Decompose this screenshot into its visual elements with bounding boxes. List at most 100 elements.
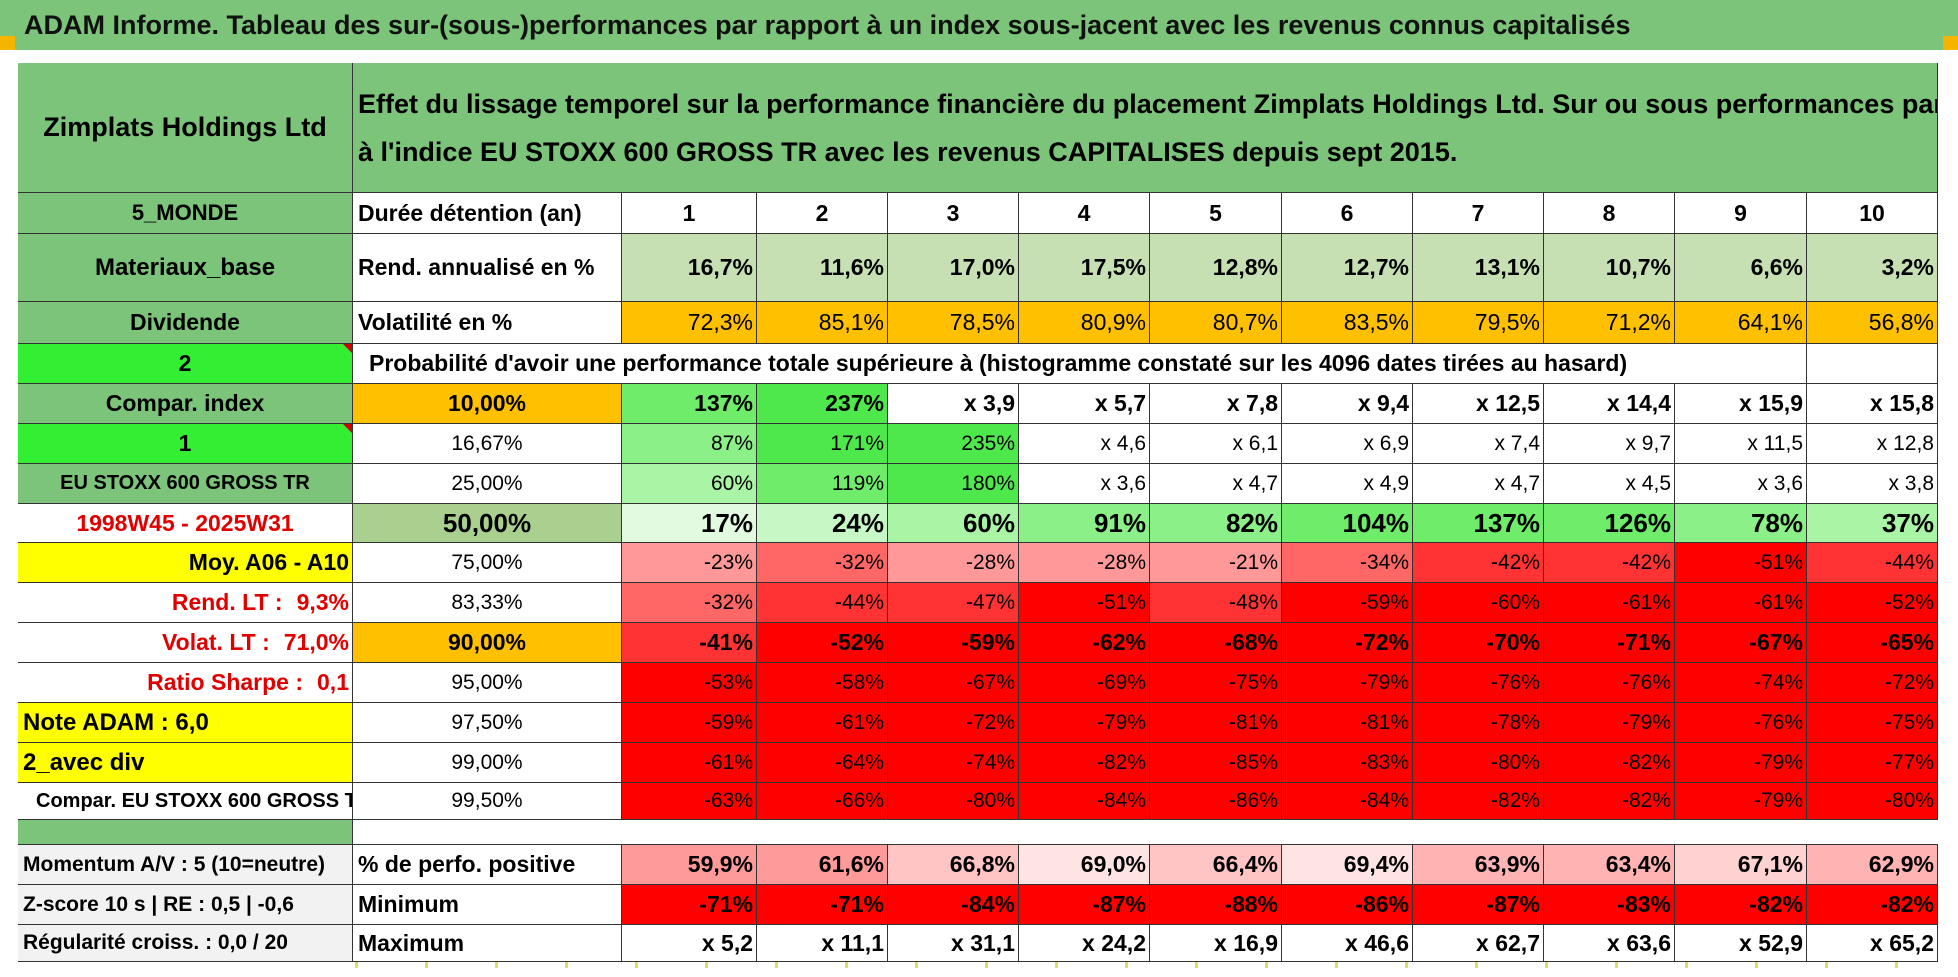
stat-value-cell: -71% <box>757 885 888 925</box>
probability-value: -32% <box>622 583 757 623</box>
stat-label: Minimum <box>353 885 622 925</box>
probability-value: -44% <box>1807 543 1938 583</box>
probability-value: -67% <box>1675 623 1807 663</box>
vol-label: Volatilité en % <box>353 302 622 344</box>
duration-header: 10 <box>1807 193 1938 234</box>
stat-value-cell: 66,4% <box>1150 845 1282 885</box>
stat-value-cell: 69,0% <box>1019 845 1150 885</box>
stat-indicator: Régularité croiss. : 0,0 / 20 <box>18 925 353 962</box>
rend-value: 11,6% <box>757 234 888 302</box>
quantile-cell: 99,00% <box>353 743 622 783</box>
description-line: Effet du lissage temporel sur la perform… <box>358 88 1938 119</box>
vol-value: 56,8% <box>1807 302 1938 344</box>
probability-value: x 15,8 <box>1807 384 1938 424</box>
stat-value-cell: -82% <box>1675 885 1807 925</box>
probability-value: 87% <box>622 424 757 464</box>
probability-value: x 11,5 <box>1675 424 1807 464</box>
stat-indicator: Momentum A/V : 5 (10=neutre) <box>18 845 353 885</box>
probability-value: -67% <box>888 663 1019 703</box>
rend-value: 17,5% <box>1019 234 1150 302</box>
probability-value: -82% <box>1019 743 1150 783</box>
probability-value: -21% <box>1150 543 1282 583</box>
probability-value: -72% <box>888 703 1019 743</box>
probability-value: -64% <box>757 743 888 783</box>
probability-value: 37% <box>1807 504 1938 543</box>
probability-value: -76% <box>1675 703 1807 743</box>
probability-title: Probabilité d'avoir une performance tota… <box>353 344 1807 384</box>
probability-value: -51% <box>1019 583 1150 623</box>
compar-index-value: 1 <box>18 424 353 464</box>
vol-value: 83,5% <box>1282 302 1413 344</box>
probability-value: -83% <box>1282 743 1413 783</box>
sector-label: Materiaux_base <box>18 234 353 302</box>
duration-header: 6 <box>1282 193 1413 234</box>
stat-value-cell: x 11,1 <box>757 925 888 962</box>
duration-header: 5 <box>1150 193 1282 234</box>
probability-value: -80% <box>1413 743 1544 783</box>
vol-value: 85,1% <box>757 302 888 344</box>
company-name: Zimplats Holdings Ltd <box>18 63 353 193</box>
probability-value: 119% <box>757 464 888 504</box>
probability-value: -74% <box>1675 663 1807 703</box>
probability-value: -28% <box>1019 543 1150 583</box>
probability-value: -69% <box>1019 663 1150 703</box>
stat-value-cell: x 24,2 <box>1019 925 1150 962</box>
probability-value: -82% <box>1413 783 1544 820</box>
stat-value-cell: -84% <box>888 885 1019 925</box>
stat-name: Volat. LT : <box>162 629 270 655</box>
stat-value-cell: 69,4% <box>1282 845 1413 885</box>
blank-cell <box>1807 344 1938 384</box>
probability-value: x 12,8 <box>1807 424 1938 464</box>
probability-value: -61% <box>1544 583 1675 623</box>
quantile-cell: 16,67% <box>353 424 622 464</box>
duration-header: 4 <box>1019 193 1150 234</box>
probability-value: -74% <box>888 743 1019 783</box>
probability-value: -79% <box>1544 703 1675 743</box>
probability-value: -81% <box>1150 703 1282 743</box>
probability-value: -82% <box>1544 743 1675 783</box>
spacer-row <box>353 820 1938 845</box>
stat-value-cell: x 52,9 <box>1675 925 1807 962</box>
stat-value-cell: x 31,1 <box>888 925 1019 962</box>
stat-value-cell: 59,9% <box>622 845 757 885</box>
probability-value: 60% <box>622 464 757 504</box>
stat-value-cell: x 46,6 <box>1282 925 1413 962</box>
probability-value: x 6,1 <box>1150 424 1282 464</box>
probability-value: 17% <box>622 504 757 543</box>
stat-value-cell: 62,9% <box>1807 845 1938 885</box>
probability-value: -75% <box>1807 703 1938 743</box>
stat-value-cell: x 65,2 <box>1807 925 1938 962</box>
probability-value: -79% <box>1675 743 1807 783</box>
probability-value: x 15,9 <box>1675 384 1807 424</box>
probability-value: -59% <box>1282 583 1413 623</box>
probability-value: 82% <box>1150 504 1282 543</box>
stat-value-cell: 63,4% <box>1544 845 1675 885</box>
probability-value: x 7,4 <box>1413 424 1544 464</box>
probability-value: x 5,7 <box>1019 384 1150 424</box>
probability-value: -52% <box>1807 583 1938 623</box>
report-title: ADAM Informe. Tableau des sur-(sous-)per… <box>0 0 1958 50</box>
duration-header: 8 <box>1544 193 1675 234</box>
durations-label: Durée détention (an) <box>353 193 622 234</box>
stat-value-cell: 66,8% <box>888 845 1019 885</box>
stat-value-cell: -87% <box>1413 885 1544 925</box>
stat-value-cell: 67,1% <box>1675 845 1807 885</box>
probability-value: -72% <box>1282 623 1413 663</box>
stat-indicator: Z-score 10 s | RE : 0,5 | -0,6 <box>18 885 353 925</box>
stat-name: Ratio Sharpe : <box>147 669 304 695</box>
probability-value: -84% <box>1019 783 1150 820</box>
probability-value: 104% <box>1282 504 1413 543</box>
probability-value: -61% <box>622 743 757 783</box>
vol-value: 79,5% <box>1413 302 1544 344</box>
probability-value: 137% <box>1413 504 1544 543</box>
rend-lt-label: Rend. LT : 9,3% <box>18 583 353 623</box>
stat-value-cell: -87% <box>1019 885 1150 925</box>
probability-value: 171% <box>757 424 888 464</box>
probability-value: x 4,5 <box>1544 464 1675 504</box>
stat-label: Maximum <box>353 925 622 962</box>
probability-value: x 3,8 <box>1807 464 1938 504</box>
probability-value: 24% <box>757 504 888 543</box>
probability-value: -80% <box>1807 783 1938 820</box>
probability-value: -23% <box>622 543 757 583</box>
index-name: EU STOXX 600 GROSS TR <box>18 464 353 504</box>
